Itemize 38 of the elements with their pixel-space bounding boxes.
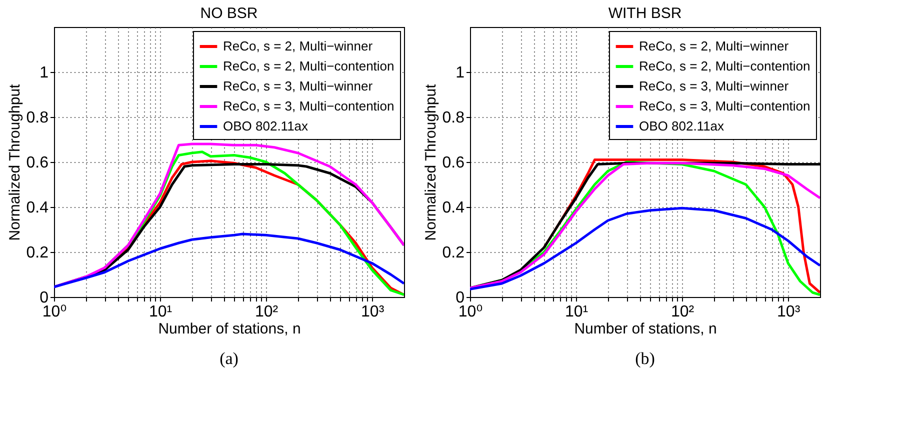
y-tick-label: 0.4 [442,200,465,216]
chart-title: NO BSR [200,5,258,22]
text: (b) [635,349,655,368]
legend-label: ReCo, s = 3, Multi−contention [639,98,810,114]
legend-label: ReCo, s = 2, Multi−winner [639,38,790,54]
y-tick-label: 0.8 [26,110,49,126]
y-axis-title: Normalized Throughput [422,83,440,241]
y-axis-title: Normalized Throughput [6,83,24,241]
y-tick-label: 1 [40,64,49,82]
legend-label: OBO 802.11ax [639,118,725,134]
x-axis-title: Number of stations, n [158,320,301,338]
legend-label: OBO 802.11ax [223,118,309,134]
x-tick-label: 10³ [361,304,385,320]
x-tick-label: 10² [670,304,695,320]
y-tick-label: 0.2 [26,244,49,262]
text: (a) [220,349,238,368]
legend-label: ReCo, s = 2, Multi−winner [223,38,374,54]
legend-label: ReCo, s = 3, Multi−winner [639,78,790,94]
y-tick-label: 0.2 [442,244,465,262]
y-tick-label: 0.6 [26,154,49,172]
y-tick-label: 0.8 [442,110,465,126]
x-tick-label: 10² [254,304,279,320]
x-axis-title: Number of stations, n [574,320,717,338]
chart-title: WITH BSR [608,5,682,22]
x-tick-label: 10¹ [148,304,172,320]
y-tick-label: 1 [456,64,465,82]
x-tick-label: 10⁰ [458,304,483,320]
legend-label: ReCo, s = 3, Multi−winner [223,78,374,94]
legend-label: ReCo, s = 2, Multi−contention [223,58,394,74]
y-tick-label: 0.4 [26,200,49,216]
y-tick-label: 0 [456,290,465,306]
x-tick-label: 10⁰ [42,304,67,320]
legend-label: ReCo, s = 2, Multi−contention [639,58,810,74]
x-tick-label: 10¹ [564,304,588,320]
legend-label: ReCo, s = 3, Multi−contention [223,98,394,114]
y-tick-label: 0 [40,290,49,306]
x-tick-label: 10³ [777,304,801,320]
y-tick-label: 0.6 [442,154,465,172]
